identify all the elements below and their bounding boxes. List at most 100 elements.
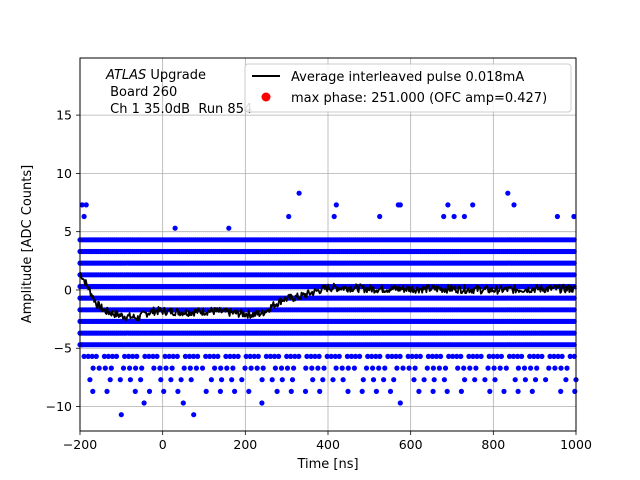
- sample-point: [126, 353, 132, 359]
- sample-point: [127, 377, 133, 383]
- sample-point: [239, 377, 245, 383]
- sample-point: [400, 365, 406, 371]
- sample-point: [186, 353, 193, 359]
- sample-point: [436, 365, 442, 371]
- sample-point: [543, 377, 549, 383]
- sample-point-outlier: [397, 202, 403, 208]
- sample-point: [246, 388, 252, 394]
- sample-point: [109, 353, 116, 359]
- sample-point: [169, 365, 175, 371]
- sample-point: [416, 388, 422, 394]
- sample-point: [531, 353, 537, 359]
- sample-point: [411, 377, 417, 383]
- sample-point: [442, 365, 449, 371]
- sample-point: [497, 365, 503, 371]
- sample-point: [461, 365, 467, 371]
- x-axis-label: Time [ns]: [296, 457, 358, 472]
- sample-point: [345, 365, 351, 371]
- sample-point: [212, 365, 218, 371]
- sample-point: [352, 353, 359, 359]
- sample-point: [166, 353, 172, 359]
- sample-point: [528, 365, 534, 371]
- sample-point: [572, 388, 578, 394]
- sample-point: [271, 353, 278, 359]
- sample-point: [394, 365, 400, 371]
- sample-point: [563, 377, 569, 383]
- sample-point: [501, 388, 507, 394]
- sample-point: [515, 353, 521, 359]
- sample-point: [406, 365, 412, 371]
- sample-point: [267, 353, 274, 359]
- sample-point: [161, 388, 167, 394]
- legend-entry-max-phase: max phase: 251.000 (OFC amp=0.427): [291, 91, 547, 106]
- sample-point: [389, 353, 395, 359]
- sample-point: [482, 377, 488, 383]
- sample-point-outlier: [441, 213, 447, 220]
- sample-point: [330, 377, 336, 383]
- sample-point: [491, 365, 497, 371]
- sample-point: [127, 365, 133, 371]
- sample-point: [359, 388, 365, 394]
- sample-point: [146, 353, 152, 359]
- sample-point-outlier: [118, 412, 124, 418]
- sample-point: [308, 353, 314, 359]
- sample-point: [503, 365, 509, 371]
- sample-point-outlier: [397, 400, 403, 406]
- sample-point: [339, 365, 345, 371]
- sample-point: [474, 353, 480, 359]
- sample-point: [473, 365, 479, 371]
- sample-point: [558, 388, 564, 394]
- sample-point: [146, 388, 153, 394]
- sample-point-outlier: [554, 213, 561, 220]
- sample-point: [310, 377, 316, 383]
- sample-point: [487, 388, 493, 394]
- sample-point: [89, 353, 95, 359]
- sample-point: [363, 365, 370, 371]
- sample-point: [466, 353, 472, 359]
- sample-point: [139, 365, 145, 371]
- sample-point: [492, 377, 498, 383]
- ticks: −200 0 200 400 600 800 1000 −10 −5 0 5 10 15: [46, 108, 592, 452]
- sample-point: [558, 365, 564, 371]
- annotation-line-1: ATLAS Upgrade: [105, 68, 206, 83]
- sample-point: [296, 353, 302, 359]
- sample-point: [490, 353, 496, 359]
- legend-box: [244, 63, 572, 113]
- y-axis-label: Amplitude [ADC Counts]: [20, 165, 35, 323]
- annotation-line-3: Ch 1 35.0dB Run 854: [106, 102, 252, 117]
- sample-point: [231, 353, 237, 359]
- sample-point-outlier: [191, 412, 197, 418]
- sample-point: [438, 353, 444, 359]
- sample-point: [462, 377, 468, 383]
- sample-point-outlier: [286, 213, 292, 220]
- sample-point: [207, 353, 213, 359]
- sample-point: [188, 377, 194, 383]
- sample-point: [211, 353, 217, 359]
- sample-point: [521, 365, 528, 371]
- sample-point: [178, 377, 184, 383]
- sample-point: [304, 353, 310, 359]
- sample-point-outlier: [470, 202, 476, 208]
- sample-point: [235, 353, 241, 359]
- sample-point: [93, 353, 99, 359]
- average-pulse-line-group: [79, 272, 577, 322]
- y-tick-label: 0: [64, 282, 72, 297]
- annotation-upgrade: Upgrade: [146, 68, 206, 83]
- sample-point: [454, 353, 460, 359]
- sample-point: [158, 377, 164, 383]
- sample-point: [387, 388, 394, 394]
- sample-point: [340, 377, 346, 383]
- sample-point: [288, 353, 294, 359]
- sample-point: [486, 353, 492, 359]
- sample-point: [162, 353, 168, 359]
- sample-point: [284, 365, 291, 371]
- sample-point-outlier: [511, 202, 517, 208]
- sample-point: [120, 365, 127, 371]
- sample-point: [320, 377, 326, 383]
- sample-point: [163, 365, 169, 371]
- sample-point: [413, 353, 419, 359]
- sample-point: [291, 365, 297, 371]
- sample-point: [170, 353, 176, 359]
- sample-point: [315, 365, 321, 371]
- legend-dot-swatch: [261, 92, 271, 102]
